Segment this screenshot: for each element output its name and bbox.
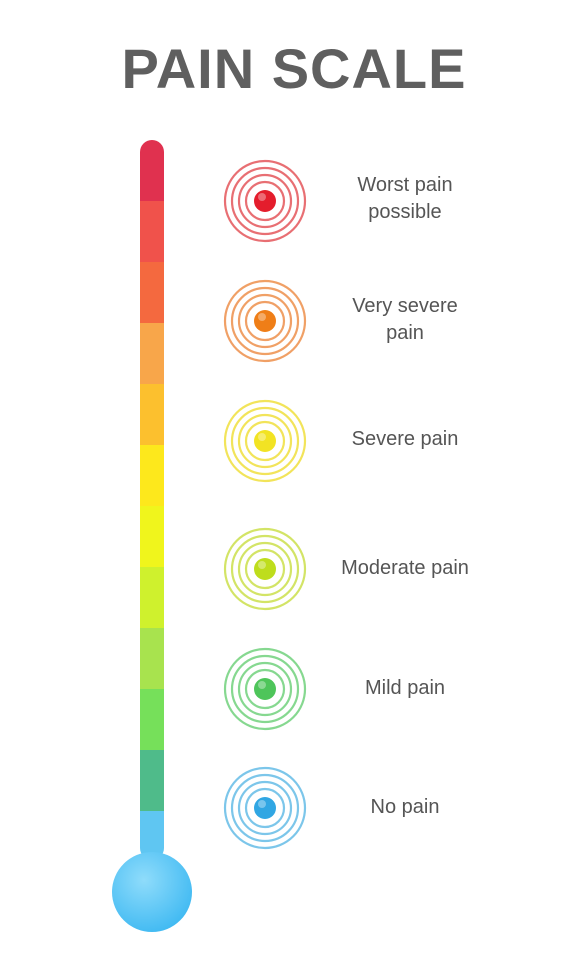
center-dot xyxy=(254,310,276,332)
thermometer-segment xyxy=(140,689,164,751)
ring xyxy=(230,286,300,356)
pain-level-worst: Worst pain possible xyxy=(0,150,588,250)
thermometer-segment xyxy=(140,323,164,385)
thermometer-segment xyxy=(140,262,164,324)
dot-highlight xyxy=(258,433,266,441)
thermometer-bulb xyxy=(112,852,192,932)
ring xyxy=(230,534,300,604)
thermometer-segment xyxy=(140,506,164,568)
ring xyxy=(237,780,293,836)
dot-highlight xyxy=(258,193,266,201)
ring xyxy=(244,787,286,829)
thermometer-segment xyxy=(140,201,164,263)
dot-highlight xyxy=(258,313,266,321)
ring xyxy=(223,527,307,611)
thermometer-segment xyxy=(140,445,164,507)
ring xyxy=(230,773,300,843)
thermometer-segment xyxy=(140,628,164,690)
target-rings-icon xyxy=(223,159,307,243)
target-rings-icon xyxy=(223,647,307,731)
ring xyxy=(244,668,286,710)
ring xyxy=(230,654,300,724)
pain-level-label: Very severe pain xyxy=(352,295,458,344)
pain-level-label: No pain xyxy=(370,796,440,818)
pain-level-moderate: Moderate pain xyxy=(0,518,588,618)
ring xyxy=(223,399,307,483)
thermometer-segment xyxy=(140,811,164,860)
ring xyxy=(223,279,307,363)
pain-level-mild: Mild pain xyxy=(0,638,588,738)
pain-level-label: Severe pain xyxy=(351,428,459,450)
thermometer-segment xyxy=(140,750,164,812)
thermometer-segment xyxy=(140,140,164,202)
thermometer-scale xyxy=(112,140,192,932)
ring xyxy=(237,541,293,597)
ring xyxy=(230,406,300,476)
ring xyxy=(237,293,293,349)
ring xyxy=(244,548,286,590)
ring xyxy=(237,413,293,469)
ring xyxy=(223,159,307,243)
target-rings-icon xyxy=(223,527,307,611)
page-title: PAIN SCALE xyxy=(121,37,467,100)
pain-level-label: Moderate pain xyxy=(341,557,469,579)
pain-level-label: Worst pain possible xyxy=(357,174,453,223)
thermometer-segment xyxy=(140,567,164,629)
thermometer-segment xyxy=(140,384,164,446)
center-dot xyxy=(254,430,276,452)
center-dot xyxy=(254,797,276,819)
dot-highlight xyxy=(258,800,266,808)
ring xyxy=(223,647,307,731)
ring xyxy=(244,420,286,462)
ring xyxy=(244,300,286,342)
ring xyxy=(237,661,293,717)
pain-level-label: Mild pain xyxy=(364,677,446,699)
ring xyxy=(223,766,307,850)
dot-highlight xyxy=(258,561,266,569)
pain-level-severe: Severe pain xyxy=(0,390,588,490)
dot-highlight xyxy=(258,681,266,689)
ring xyxy=(237,173,293,229)
target-rings-icon xyxy=(223,279,307,363)
center-dot xyxy=(254,190,276,212)
ring xyxy=(244,180,286,222)
target-rings-icon xyxy=(223,399,307,483)
pain-level-very-severe: Very severe pain xyxy=(0,270,588,370)
ring xyxy=(230,166,300,236)
pain-level-none: No pain xyxy=(0,757,588,857)
target-rings-icon xyxy=(223,766,307,850)
center-dot xyxy=(254,678,276,700)
center-dot xyxy=(254,558,276,580)
